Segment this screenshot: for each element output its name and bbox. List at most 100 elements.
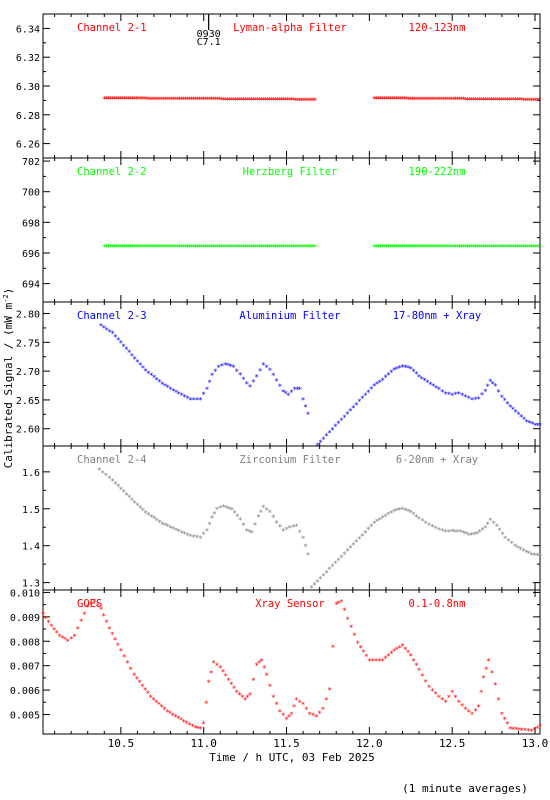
data-point: *	[277, 523, 282, 532]
data-point: *	[392, 95, 397, 104]
data-point: *	[49, 623, 54, 632]
data-point: *	[521, 96, 526, 105]
data-point: *	[400, 243, 405, 252]
data-point: *	[142, 243, 147, 252]
data-point: *	[154, 95, 159, 104]
data-point: *	[259, 657, 264, 666]
data-point: *	[134, 243, 139, 252]
data-point: *	[225, 96, 230, 105]
data-point: *	[496, 696, 501, 705]
data-point: *	[140, 95, 145, 104]
data-point: *	[339, 416, 344, 425]
x-tick-label: 11.0	[190, 737, 217, 750]
data-point: *	[118, 485, 123, 494]
data-point: *	[380, 243, 385, 252]
data-point: *	[268, 682, 273, 691]
data-point: *	[205, 96, 210, 105]
data-point: *	[258, 508, 263, 517]
data-point: *	[183, 96, 188, 105]
data-point: *	[434, 95, 439, 104]
data-point: *	[156, 243, 161, 252]
data-point: *	[171, 243, 176, 252]
panel-label-right: 6-20nm + Xray	[396, 454, 478, 466]
data-point: *	[227, 243, 232, 252]
data-point: *	[453, 391, 458, 400]
data-point: *	[410, 95, 415, 104]
data-point: *	[179, 243, 184, 252]
data-point: *	[101, 612, 106, 621]
data-point: *	[406, 364, 411, 373]
data-point: *	[406, 507, 411, 516]
data-point: *	[171, 525, 176, 534]
data-point: *	[120, 243, 125, 252]
data-point: *	[213, 243, 218, 252]
data-point: *	[486, 657, 491, 666]
data-point: *	[295, 386, 300, 395]
data-point: *	[380, 514, 385, 523]
y-tick-label: 696	[22, 249, 40, 260]
data-point: *	[518, 546, 523, 555]
data-point: *	[383, 374, 388, 383]
data-point: *	[374, 95, 379, 104]
data-point: *	[397, 506, 402, 515]
data-point: *	[321, 435, 326, 444]
data-point: *	[514, 726, 519, 735]
data-point: *	[102, 95, 107, 104]
data-point: *	[124, 243, 129, 252]
data-point: *	[420, 243, 425, 252]
data-point: *	[484, 665, 489, 674]
data-point: *	[148, 693, 153, 702]
data-point: *	[271, 96, 276, 105]
data-point: *	[364, 653, 369, 662]
data-point: *	[89, 601, 94, 610]
data-point: *	[327, 566, 332, 575]
data-point: *	[187, 243, 192, 252]
data-point: *	[321, 706, 326, 715]
plot-frame	[42, 445, 541, 591]
data-point: *	[158, 95, 163, 104]
data-point: *	[283, 243, 288, 252]
data-point: *	[191, 396, 196, 405]
data-point: *	[95, 602, 100, 611]
data-point: *	[428, 380, 433, 389]
data-point: *	[191, 96, 196, 105]
data-point: *	[460, 392, 465, 401]
data-point: *	[183, 243, 188, 252]
data-point: *	[116, 336, 121, 345]
data-point: *	[361, 648, 366, 657]
data-point: *	[205, 386, 210, 395]
data-point: *	[144, 95, 149, 104]
data-point: *	[506, 537, 511, 546]
x-tick-labels: 10.5 11.0 11.5 12.0 12.5 13.0	[108, 737, 549, 750]
data-point: *	[110, 95, 115, 104]
y-tick-label: 2.80	[16, 310, 40, 321]
data-point: *	[138, 243, 143, 252]
data-point: *	[456, 698, 461, 707]
data-point: *	[473, 96, 478, 105]
data-point: *	[395, 645, 400, 654]
data-point: *	[287, 713, 292, 722]
panel-label-left: GOES	[77, 598, 102, 610]
panel-label-left: Channel 2-2	[77, 166, 147, 178]
data-point: *	[535, 552, 540, 561]
data-point: *	[292, 703, 297, 712]
data-point: *	[301, 701, 306, 710]
data-point: *	[233, 96, 238, 105]
data-point: *	[241, 243, 246, 252]
data-point: *	[529, 728, 534, 737]
data-point: *	[281, 96, 286, 105]
data-point: *	[197, 96, 202, 105]
panel-goes: 0.005 0.006 0.007 0.008 0.009 0.010 GOES Xray S…	[10, 588, 543, 736]
y-axis-label-exponent: -2	[2, 294, 10, 302]
data-point: *	[233, 243, 238, 252]
data-point: *	[243, 696, 248, 705]
data-point: *	[386, 371, 391, 380]
data-point: *	[443, 528, 448, 537]
data-point: *	[255, 96, 260, 105]
data-point: *	[395, 507, 400, 516]
data-point: *	[505, 96, 510, 105]
data-point: *	[234, 367, 239, 376]
data-point: *	[485, 520, 490, 529]
panel-label-right: 190-222nm	[409, 166, 466, 178]
data-point: *	[354, 401, 359, 410]
